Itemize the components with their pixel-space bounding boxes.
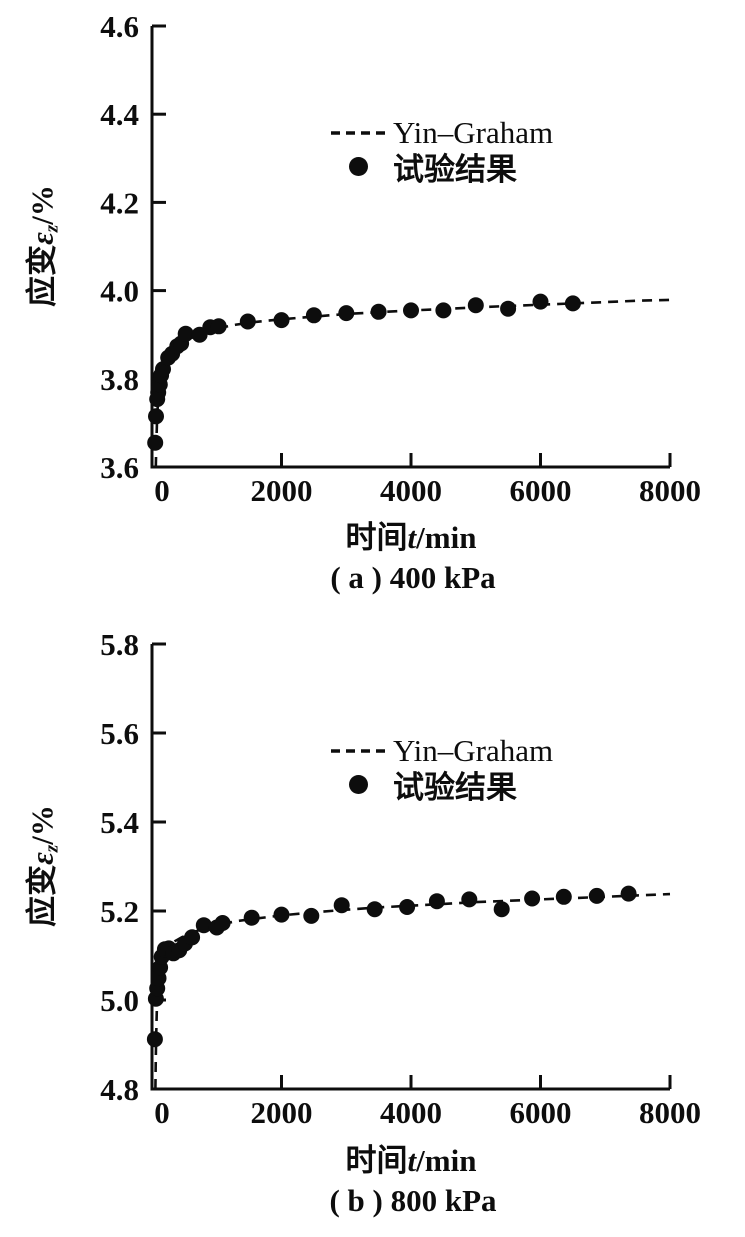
data-points: [146, 885, 637, 1048]
y-axis-label-b-cjk: 应变: [24, 864, 60, 927]
svg-text:3.6: 3.6: [100, 450, 139, 485]
svg-text:2000: 2000: [251, 1095, 313, 1130]
legend-b-data-label: 试验结果: [393, 769, 517, 805]
legend-b-model-row: Yin–Graham: [330, 733, 554, 768]
y-axis-label-a-unit: /%: [24, 185, 60, 225]
legend-a-data-label: 试验结果: [393, 151, 517, 187]
axes: [150, 24, 672, 469]
x-axis-label-a-unit: /min: [416, 520, 477, 555]
svg-text:4000: 4000: [380, 473, 442, 508]
axes: [150, 642, 672, 1091]
y-axis-label-b-unit: /%: [24, 805, 60, 845]
data-points: [147, 293, 581, 451]
model-curve: [154, 892, 671, 1090]
svg-text:8000: 8000: [639, 1095, 701, 1130]
x-axis-label-a-symbol: t: [407, 520, 417, 555]
x-axis-label-a: 时间t/min: [346, 512, 477, 557]
y-tick-labels: 3.6 3.8 4.0 4.2 4.4 4.6: [100, 9, 139, 485]
y-tick-labels: 4.8 5.0 5.2 5.4 5.6 5.8: [100, 627, 139, 1107]
x-tick-labels: 0 2000 4000 6000 8000: [154, 1095, 701, 1130]
x-axis-label-b-unit: /min: [416, 1143, 477, 1178]
legend-a-data-row: 试验结果: [330, 150, 517, 187]
y-axis-label-a-symbol: ε: [24, 232, 60, 245]
svg-text:4.0: 4.0: [100, 274, 139, 309]
svg-text:5.0: 5.0: [100, 983, 139, 1018]
svg-text:5.6: 5.6: [100, 716, 139, 751]
x-axis-label-a-cjk: 时间: [345, 520, 408, 555]
svg-text:6000: 6000: [510, 1095, 572, 1130]
svg-text:4.6: 4.6: [100, 9, 139, 44]
y-axis-label-a-subscript: z: [41, 224, 63, 233]
svg-text:3.8: 3.8: [100, 362, 139, 397]
chart-b-canvas: 4.8 5.0 5.2 5.4 5.6 5.8 0 2000 4000 6000 8000: [100, 627, 701, 1130]
y-axis-label-b: 应变εz/%: [16, 805, 63, 927]
svg-text:2000: 2000: [251, 473, 313, 508]
dashed-line-sample-icon: [330, 747, 386, 755]
figure-a: 3.6 3.8 4.0 4.2 4.4 4.6 0 2000 4000 6000 8000 应变εz…: [0, 0, 745, 600]
x-axis-label-b-symbol: t: [407, 1143, 417, 1178]
svg-text:0: 0: [154, 473, 170, 508]
svg-text:4000: 4000: [380, 1095, 442, 1130]
y-axis-label-b-symbol: ε: [24, 852, 60, 865]
svg-text:0: 0: [154, 1095, 170, 1130]
chart-a-canvas: 3.6 3.8 4.0 4.2 4.4 4.6 0 2000 4000 6000 8000: [100, 9, 701, 508]
legend-a-model-label: Yin–Graham: [393, 115, 554, 150]
y-axis-label-a-cjk: 应变: [24, 244, 60, 307]
x-axis-label-b-cjk: 时间: [345, 1143, 408, 1178]
caption-a: ( a ) 400 kPa: [330, 560, 496, 595]
svg-text:6000: 6000: [510, 473, 572, 508]
x-axis-label-b: 时间t/min: [346, 1135, 477, 1180]
legend-b-model-label: Yin–Graham: [393, 733, 554, 768]
svg-text:5.2: 5.2: [100, 894, 139, 929]
figure-b: 4.8 5.0 5.2 5.4 5.6 5.8 0 2000 4000 6000 8000 应变εz…: [0, 600, 745, 1237]
dash-sample-svg: [331, 131, 385, 135]
model-curve: [154, 298, 671, 468]
svg-text:4.8: 4.8: [100, 1072, 139, 1107]
svg-text:8000: 8000: [639, 473, 701, 508]
svg-text:4.2: 4.2: [100, 185, 139, 220]
legend-a-model-row: Yin–Graham: [330, 115, 554, 150]
dashed-line-sample-icon: [330, 129, 386, 137]
data-point-sample-icon: [330, 774, 386, 794]
svg-text:5.8: 5.8: [100, 627, 139, 662]
y-axis-label-a: 应变εz/%: [16, 185, 63, 307]
x-tick-labels: 0 2000 4000 6000 8000: [154, 473, 701, 508]
svg-text:4.4: 4.4: [100, 97, 139, 132]
data-point-sample-icon: [330, 156, 386, 176]
caption-b: ( b ) 800 kPa: [329, 1183, 497, 1218]
svg-text:5.4: 5.4: [100, 805, 139, 840]
y-axis-label-b-subscript: z: [41, 844, 63, 853]
dash-sample-svg: [331, 749, 385, 753]
legend-b-data-row: 试验结果: [330, 768, 517, 805]
